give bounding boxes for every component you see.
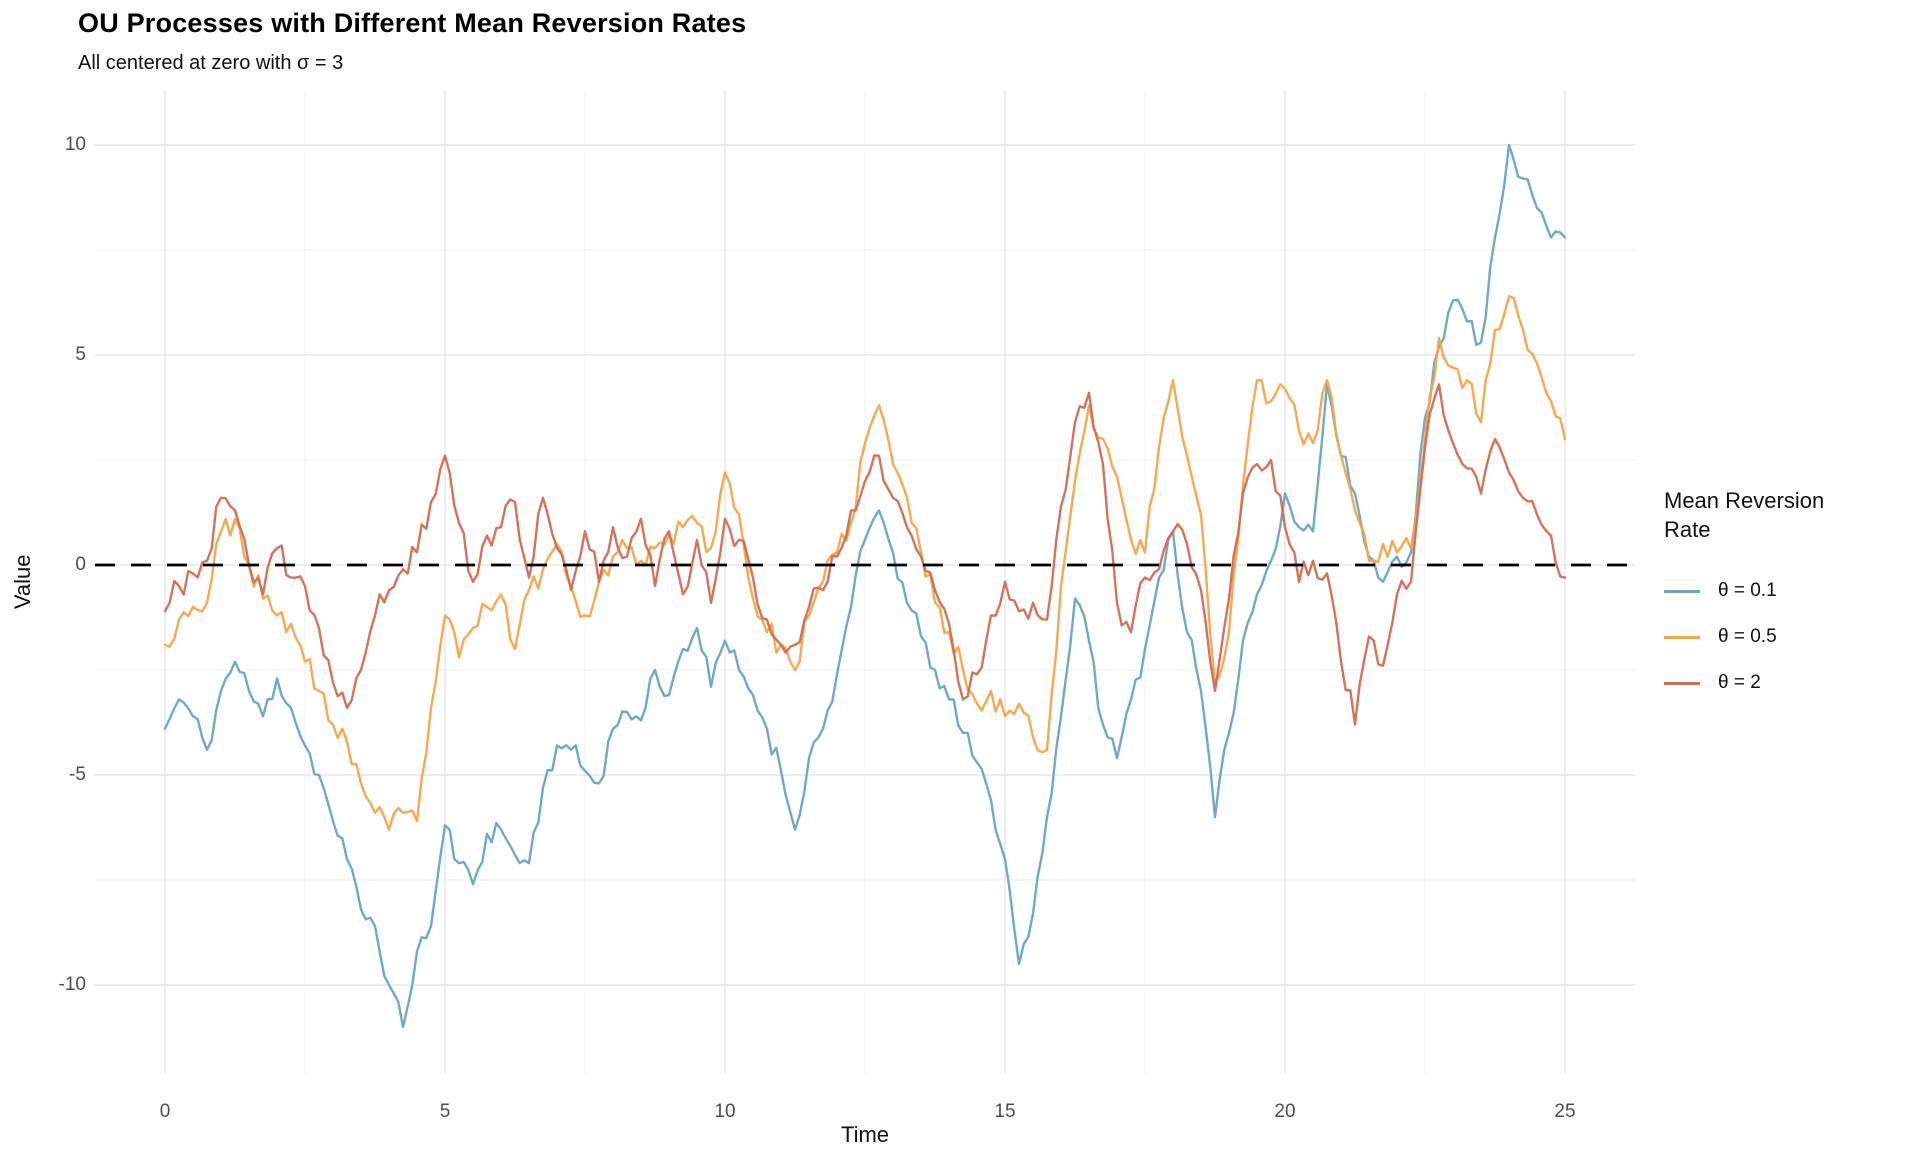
y-tick-label: 5 (75, 344, 86, 365)
legend: Mean Reversion Rate θ = 0.1 θ = 0.5 θ = … (1664, 486, 1914, 706)
legend-swatch-red-line-icon (1664, 681, 1700, 685)
legend-title-line1: Mean Reversion (1664, 488, 1825, 513)
x-tick-label: 0 (160, 1101, 171, 1122)
y-tick-label: -5 (69, 764, 86, 785)
legend-item-theta-0-1: θ = 0.1 (1664, 568, 1914, 614)
legend-swatch-blue-line-icon (1664, 589, 1700, 593)
y-axis-title: Value (10, 554, 35, 609)
legend-label: θ = 0.1 (1718, 580, 1777, 602)
legend-items: θ = 0.1 θ = 0.5 θ = 2 (1664, 568, 1914, 706)
y-tick-label: 10 (65, 134, 86, 155)
chart-title: OU Processes with Different Mean Reversi… (78, 8, 747, 38)
y-tick-label: 0 (75, 554, 86, 575)
x-axis-title: Time (841, 1122, 889, 1147)
legend-label: θ = 2 (1718, 672, 1761, 694)
x-tick-label: 25 (1554, 1101, 1575, 1122)
x-tick-label: 15 (994, 1101, 1015, 1122)
x-tick-label: 20 (1274, 1101, 1295, 1122)
legend-label: θ = 0.5 (1718, 626, 1777, 648)
chart-subtitle: All centered at zero with σ = 3 (78, 52, 344, 74)
series-line-2 (163, 383, 1567, 726)
series-line-1 (163, 295, 1567, 831)
y-tick-label: -10 (59, 974, 86, 995)
x-tick-label: 10 (714, 1101, 735, 1122)
x-tick-label: 5 (440, 1101, 451, 1122)
legend-item-theta-0-5: θ = 0.5 (1664, 614, 1914, 660)
legend-title-line2: Rate (1664, 517, 1711, 543)
legend-title: Mean Reversion Rate (1664, 486, 1914, 544)
legend-swatch-orange-line-icon (1664, 635, 1700, 639)
legend-item-theta-2: θ = 2 (1664, 660, 1914, 706)
